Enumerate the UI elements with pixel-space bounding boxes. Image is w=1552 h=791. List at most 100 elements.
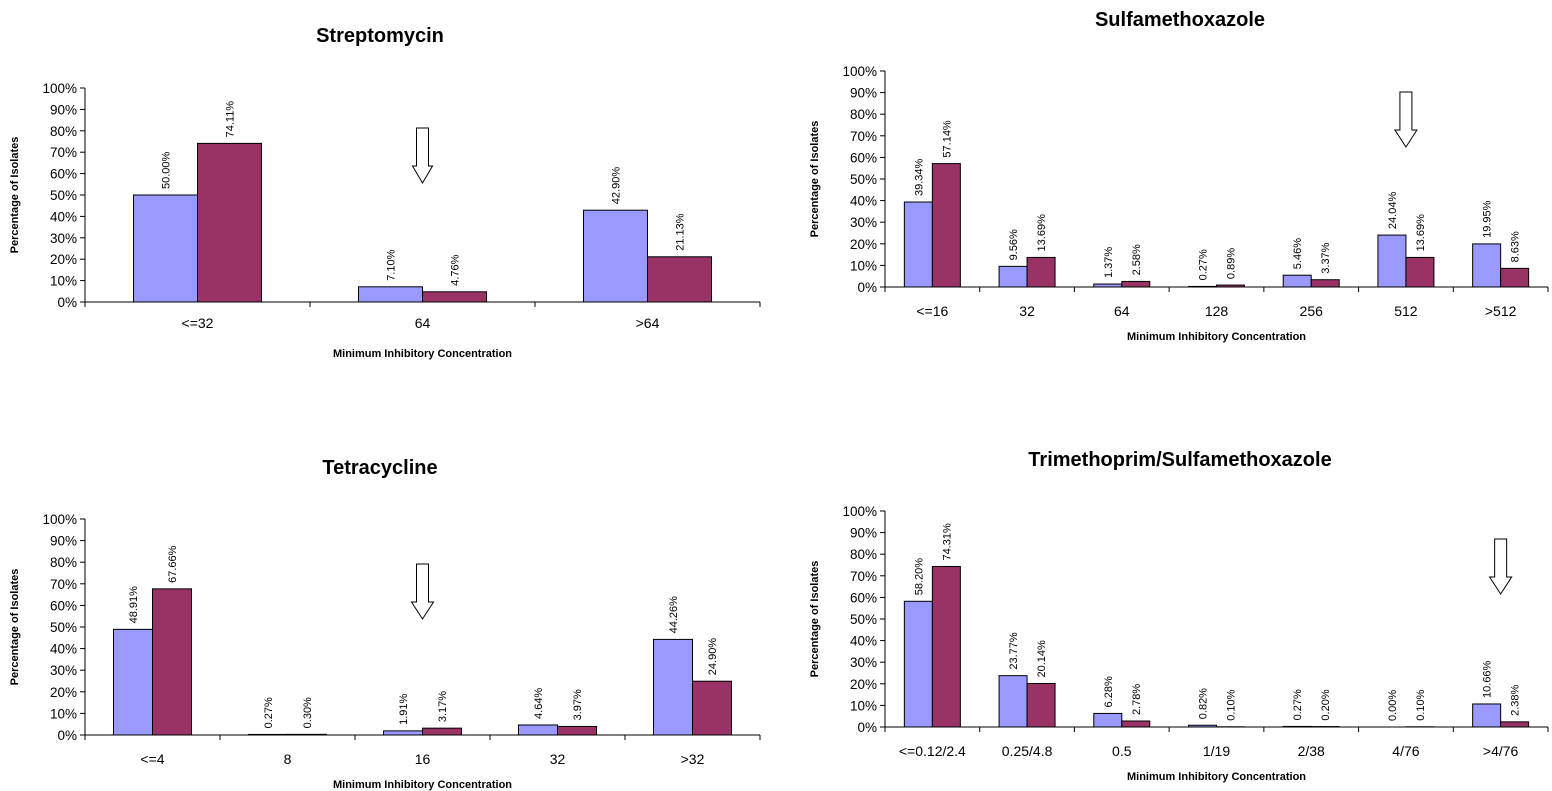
data-label: 4.64% [533,688,545,719]
bar-series-2 [287,733,327,736]
breakpoint-arrow-icon [411,127,434,184]
y-axis-title: Percentage of Isolates [809,121,821,238]
x-tick-label: 16 [415,751,431,767]
data-label: 13.69% [1415,214,1427,252]
data-label: 67.66% [167,545,179,583]
y-tick-label: 20% [850,677,877,692]
data-label: 42.90% [611,167,623,205]
bar-series-2 [1405,256,1435,288]
data-label: 4.76% [450,254,462,285]
x-tick-label: <=0.12/2.4 [899,743,966,759]
x-tick-label: 512 [1394,303,1418,319]
bar-series-1 [1472,243,1502,288]
y-tick-label: 70% [850,129,877,144]
data-label: 50.00% [161,151,173,189]
y-tick-label: 80% [850,547,877,562]
x-tick-label: 8 [284,751,292,767]
y-tick-label: 20% [50,252,77,267]
y-tick-label: 0% [857,280,877,295]
y-tick-label: 100% [842,504,877,519]
bar-series-1 [1188,285,1217,288]
bar-series-2 [557,725,597,736]
bar-series-1 [1472,703,1502,728]
y-tick-label: 40% [850,194,877,209]
bar-series-1 [1093,283,1123,288]
x-tick-label: 1/19 [1203,743,1230,759]
y-tick-label: 30% [50,663,77,678]
data-label: 9.56% [1008,229,1020,260]
data-label: 0.00% [1387,690,1399,721]
data-label: 0.30% [302,697,314,728]
chart-panel-4: Trimethoprim/Sulfamethoxazole Percentage … [809,449,1549,783]
x-tick-label: >32 [681,751,705,767]
data-label: 8.63% [1510,231,1522,262]
bar-series-1 [903,201,933,288]
x-axis-title: Minimum Inhibitory Concentration [1127,331,1306,343]
bar-series-1 [1093,712,1123,728]
bar-series-1 [998,265,1028,288]
bar-series-2 [1500,267,1530,288]
data-label: 0.27% [1292,689,1304,720]
x-tick-label: 256 [1300,303,1324,319]
data-label: 0.27% [1198,249,1210,280]
bar-series-1 [1282,274,1312,288]
data-label: 0.27% [263,697,275,728]
y-tick-label: 60% [850,590,877,605]
data-label: 3.37% [1320,242,1332,273]
data-label: 2.78% [1131,684,1143,715]
data-label: 48.91% [128,586,140,624]
data-label: 74.31% [941,523,953,561]
data-label: 57.14% [941,120,953,158]
y-tick-label: 100% [842,64,877,79]
data-label: 0.20% [1320,689,1332,720]
y-tick-label: 90% [850,86,877,101]
y-tick-label: 80% [50,555,77,570]
x-tick-label: <=32 [182,315,214,331]
y-tick-label: 40% [50,642,77,657]
x-tick-label: 128 [1205,303,1229,319]
bar-series-1 [133,194,198,303]
data-label: 58.20% [913,558,925,596]
chart-panel-2: Sulfamethoxazole Percentage of Isolates Mi… [809,9,1549,343]
bar-series-2 [1216,284,1245,288]
x-tick-label: 4/76 [1392,743,1419,759]
y-axis-title: Percentage of Isolates [9,137,21,254]
x-tick-label: 0.5 [1112,743,1132,759]
y-tick-label: 60% [50,167,77,182]
y-tick-label: 90% [50,102,77,117]
bar-series-1 [583,209,648,303]
data-label: 20.14% [1036,640,1048,678]
bar-series-2 [931,565,961,728]
data-label: 3.97% [572,689,584,720]
x-tick-label: 32 [1019,303,1035,319]
bar-series-2 [647,256,712,303]
bar-series-1 [248,733,288,736]
bar-series-1 [903,600,933,728]
y-axis-title: Percentage of Isolates [809,561,821,678]
data-label: 21.13% [675,213,687,251]
data-label: 1.37% [1103,247,1115,278]
x-tick-label: <=16 [916,303,948,319]
x-tick-label: 0.25/4.8 [1002,743,1053,759]
y-tick-label: 90% [850,526,877,541]
breakpoint-arrow-icon [410,563,435,620]
x-tick-label: 2/38 [1298,743,1325,759]
bar-series-1 [383,730,423,736]
bar-series-2 [422,291,487,303]
bar-series-2 [152,588,192,736]
y-tick-label: 10% [50,706,77,721]
chart-panel-1: Streptomycin Percentage of Isolates Minimu… [9,25,761,360]
data-label: 24.90% [707,638,719,676]
x-tick-label: >64 [636,315,660,331]
x-tick-label: <=4 [140,751,164,767]
data-label: 19.95% [1482,200,1494,238]
bar-series-1 [998,675,1028,728]
y-tick-label: 0% [57,728,77,743]
x-axis-title: Minimum Inhibitory Concentration [333,779,512,791]
x-tick-label: 64 [415,315,431,331]
data-label: 39.34% [913,158,925,196]
data-label: 23.77% [1008,632,1020,670]
data-label: 0.89% [1226,248,1238,279]
x-tick-label: >4/76 [1483,743,1519,759]
